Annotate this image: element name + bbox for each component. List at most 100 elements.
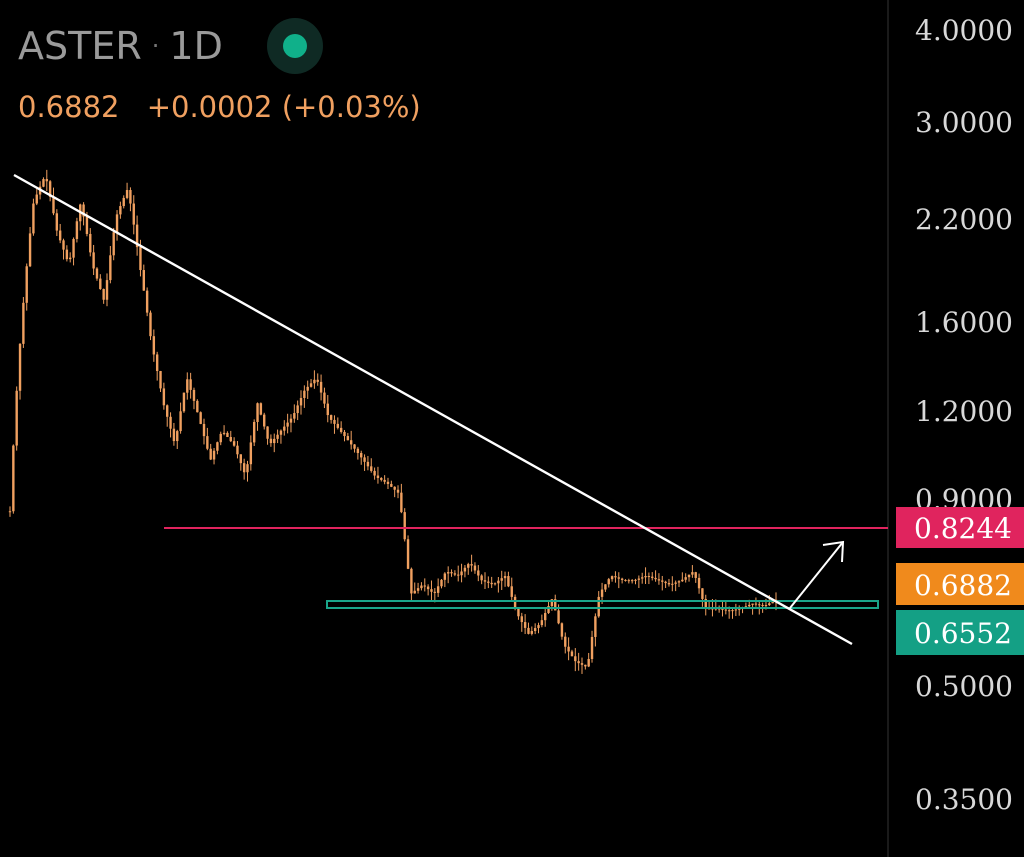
candle-body: [420, 585, 423, 589]
candle-body: [493, 583, 497, 585]
candle-body: [513, 596, 517, 608]
candle-body: [209, 448, 212, 460]
candle-body: [550, 599, 554, 607]
candle-body: [520, 616, 523, 623]
candle-body: [574, 656, 577, 662]
candle-body: [701, 588, 704, 599]
candle-body: [537, 625, 540, 629]
candle-body: [212, 450, 216, 460]
candle-body: [222, 432, 226, 434]
candle-body: [664, 581, 667, 584]
candle-body: [446, 572, 450, 574]
y-tick-label: 1.2000: [915, 395, 1013, 428]
candle-body: [543, 613, 547, 621]
candle-body: [155, 354, 159, 372]
candle-body: [363, 457, 366, 462]
price-tag-support: 0.6552: [896, 610, 1024, 655]
candle-body: [48, 181, 52, 197]
candle-body: [647, 576, 651, 578]
candle-body: [15, 390, 18, 446]
candle-body: [443, 573, 447, 580]
candle-body: [657, 579, 661, 581]
candle-body: [366, 461, 370, 467]
candle-body: [115, 214, 119, 233]
candle-body: [426, 586, 430, 590]
candle-body: [758, 604, 761, 606]
candle-body: [677, 581, 681, 583]
candle-body: [296, 405, 299, 414]
candle-body: [55, 213, 59, 231]
candle-body: [72, 238, 75, 258]
candle-body: [236, 445, 239, 455]
candle-body: [584, 664, 587, 667]
candle-body: [724, 609, 728, 611]
candle-body: [567, 646, 570, 652]
candle-body: [654, 577, 657, 580]
y-tick-label: 0.3500: [915, 783, 1013, 816]
candle-body: [607, 579, 610, 585]
candles-group: [8, 169, 778, 674]
price-axis[interactable]: 4.0000 3.0000 2.2000 1.6000 1.2000 0.900…: [915, 14, 1013, 816]
candle-body: [687, 574, 691, 578]
candle-body: [323, 392, 326, 404]
candle-body: [373, 470, 376, 476]
candle-body: [276, 434, 279, 439]
y-tick-label: 3.0000: [915, 106, 1013, 139]
candle-body: [487, 581, 490, 583]
candle-body: [283, 426, 286, 431]
candle-body: [252, 421, 256, 443]
candle-body: [239, 454, 243, 464]
price-tag-label: 0.6882: [914, 569, 1012, 602]
separator: ·: [151, 32, 160, 60]
candle-body: [480, 575, 483, 581]
candle-body: [610, 576, 614, 580]
candle-body: [393, 486, 396, 490]
candle-body: [577, 661, 580, 664]
candle-body: [152, 336, 156, 355]
candle-body: [453, 573, 457, 575]
candle-body: [336, 423, 340, 428]
candle-body: [95, 268, 99, 279]
candle-body: [523, 622, 527, 628]
candle-body: [333, 419, 336, 424]
candle-body: [704, 598, 707, 609]
candle-body: [102, 289, 105, 300]
candle-body: [641, 577, 644, 579]
candle-body: [145, 290, 149, 313]
candle-body: [624, 579, 627, 581]
candle-body: [139, 247, 142, 271]
candle-body: [279, 430, 283, 435]
candle-body: [112, 232, 115, 256]
candle-body: [166, 405, 169, 417]
candle-body: [370, 466, 373, 471]
symbol-label[interactable]: ASTER: [18, 24, 142, 68]
candle-body: [256, 403, 259, 422]
candle-body: [560, 623, 564, 637]
candle-body: [436, 586, 440, 593]
candle-body: [129, 190, 132, 204]
candle-body: [383, 479, 386, 482]
candle-body: [35, 194, 38, 204]
candle-body: [69, 257, 72, 260]
candle-body: [694, 572, 697, 578]
candle-body: [403, 512, 406, 540]
interval-label[interactable]: 1D: [169, 24, 223, 68]
candle-body: [721, 608, 724, 610]
candle-body: [761, 604, 764, 606]
candle-body: [326, 403, 329, 416]
candle-body: [263, 414, 266, 427]
candle-body: [149, 312, 152, 337]
candle-body: [65, 249, 69, 260]
candle-body: [18, 343, 22, 391]
candle-body: [186, 379, 189, 393]
candle-body: [109, 255, 112, 281]
candle-body: [637, 578, 641, 580]
candle-body: [433, 591, 437, 593]
candle-body: [199, 412, 202, 424]
candle-body: [52, 196, 55, 214]
candle-body: [754, 603, 758, 605]
candle-body: [517, 607, 520, 617]
candle-body: [313, 379, 316, 384]
candle-body: [269, 438, 273, 444]
